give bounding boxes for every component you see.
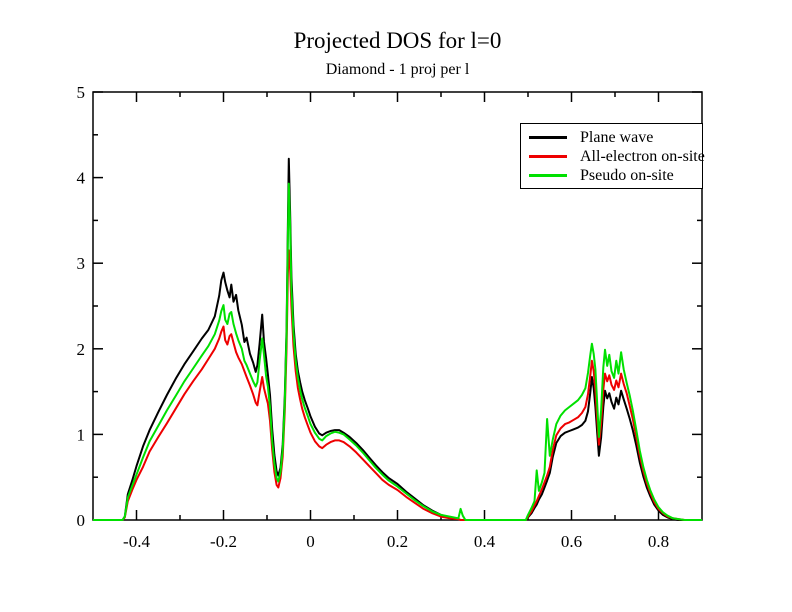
chart-title: Projected DOS for l=0 [293,28,502,53]
y-tick-label: 0 [77,511,86,530]
all-electron-line-sample [529,155,567,158]
series-line-1 [93,249,702,521]
x-tick-label: 0.4 [474,532,496,551]
legend-entry-pseudo: Pseudo on-site [521,166,702,185]
legend-label-all-electron: All-electron on-site [580,148,705,165]
series-line-2 [93,182,702,521]
plane-wave-line-sample [529,136,567,139]
x-tick-label: -0.2 [210,532,237,551]
legend-label-plane-wave: Plane wave [580,129,654,146]
series-line-0 [93,157,702,521]
chart-subtitle: Diamond - 1 proj per l [325,61,470,78]
x-tick-label: 0 [306,532,315,551]
x-tick-label: 0.6 [561,532,582,551]
y-tick-label: 5 [77,83,86,102]
legend: Plane wave All-electron on-site Pseudo o… [520,123,705,189]
x-tick-label: -0.4 [123,532,150,551]
axis-ticks [93,91,702,521]
x-tick-label: 0.8 [648,532,669,551]
legend-entry-plane-wave: Plane wave [521,128,702,147]
legend-label-pseudo: Pseudo on-site [580,167,674,184]
legend-entry-all-electron: All-electron on-site [521,147,705,166]
y-tick-label: 4 [77,169,86,188]
x-tick-label: 0.2 [387,532,408,551]
axis-tick-labels: -0.4 -0.2 0 0.2 0.4 0.6 0.8 0 1 2 3 4 5 [77,83,670,551]
y-tick-label: 1 [77,425,86,444]
y-tick-label: 2 [77,340,86,359]
y-tick-label: 3 [77,254,86,273]
pseudo-line-sample [529,174,567,177]
